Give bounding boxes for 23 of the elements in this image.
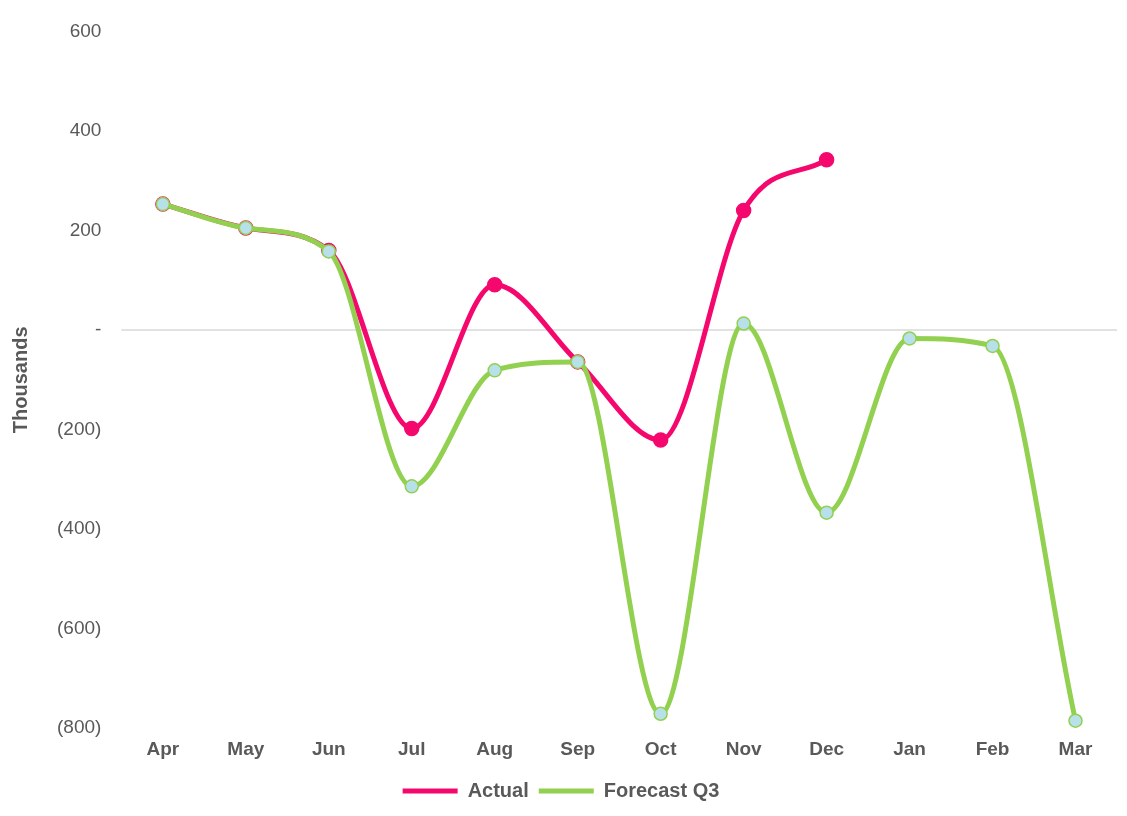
x-tick-label: Dec — [809, 737, 845, 759]
x-tick-label: Apr — [146, 737, 180, 759]
y-axis-title: Thousands — [8, 326, 31, 434]
y-tick-label: (200) — [57, 417, 102, 439]
x-tick-label: Mar — [1058, 737, 1094, 759]
legend-label: Forecast Q3 — [603, 778, 720, 801]
x-tick-label: Nov — [725, 737, 763, 759]
legend-label: Actual — [467, 778, 529, 801]
x-tick-label: Sep — [560, 737, 596, 759]
x-tick-label: Jan — [893, 737, 926, 759]
x-tick-label: Jun — [311, 737, 346, 759]
y-tick-label: (400) — [57, 517, 102, 539]
x-tick-label: Aug — [476, 737, 514, 759]
x-tick-label: Jul — [398, 737, 426, 759]
x-tick-label: Feb — [975, 737, 1010, 759]
x-tick-label: May — [227, 737, 265, 759]
y-tick-label: (600) — [57, 616, 102, 638]
y-tick-label: 600 — [69, 19, 102, 41]
y-tick-label: 400 — [69, 119, 102, 141]
y-tick-label: - — [95, 318, 102, 340]
y-tick-label: 200 — [69, 218, 102, 240]
x-tick-label: Oct — [644, 737, 678, 759]
y-tick-label: (800) — [57, 716, 102, 738]
